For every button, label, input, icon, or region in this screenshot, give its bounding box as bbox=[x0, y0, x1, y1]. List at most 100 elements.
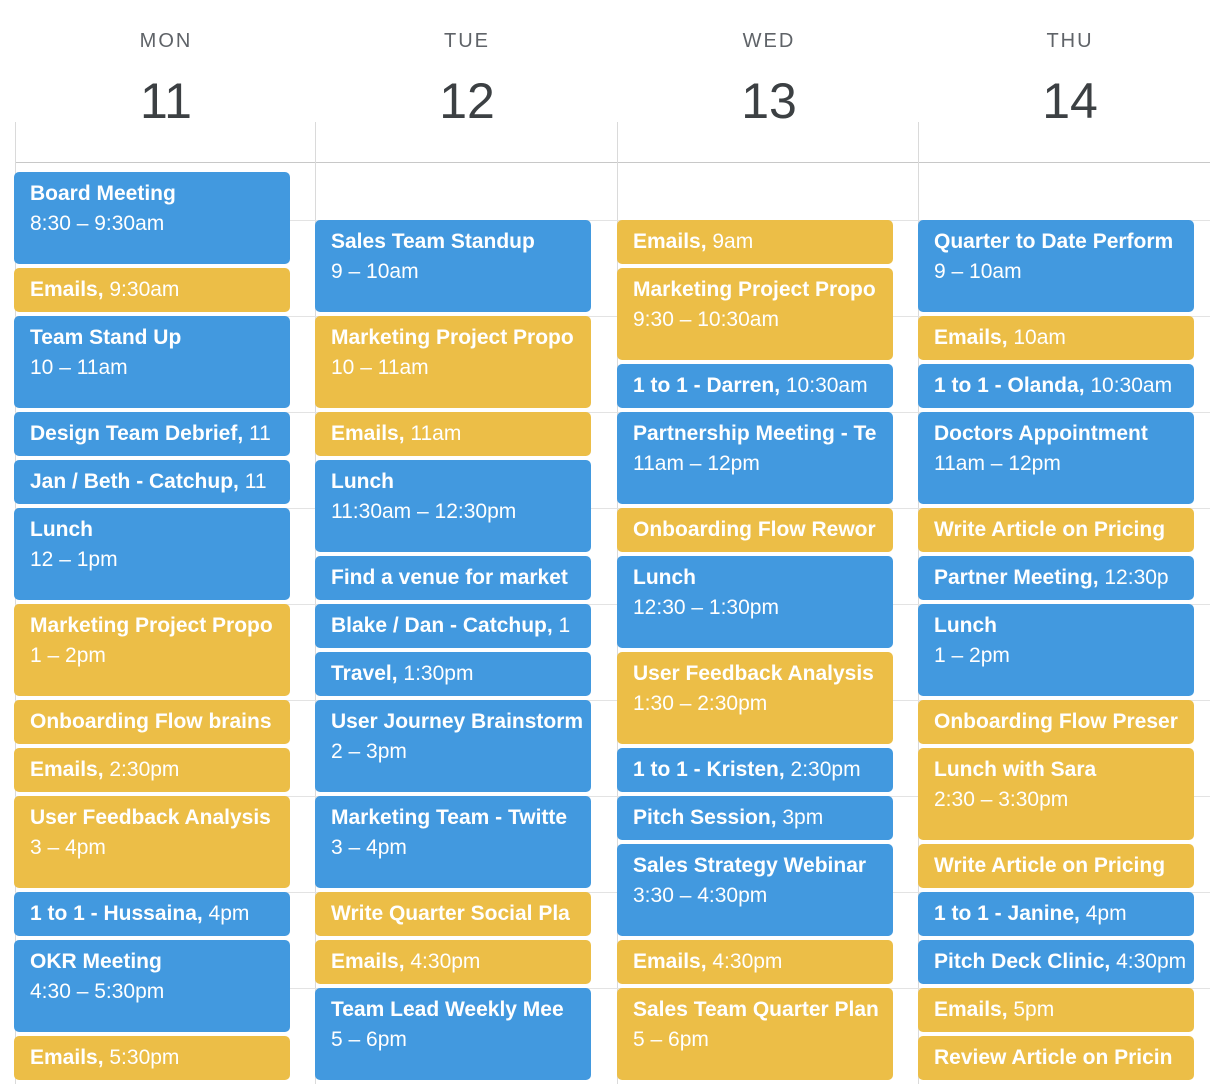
event-title: Emails, bbox=[633, 230, 707, 253]
event-block[interactable]: Doctors Appointment 11am – 12pm bbox=[918, 412, 1194, 504]
event-block[interactable]: Lunch with Sara 2:30 – 3:30pm bbox=[918, 748, 1194, 840]
event-title: Onboarding Flow Rewor bbox=[633, 518, 876, 541]
event-block[interactable]: Lunch 1 – 2pm bbox=[918, 604, 1194, 696]
event-time: 5:30pm bbox=[103, 1046, 180, 1069]
event-time: 4:30pm bbox=[1110, 950, 1187, 973]
event-title: Emails, bbox=[30, 1046, 104, 1069]
event-block[interactable]: User Feedback Analysis 1:30 – 2:30pm bbox=[617, 652, 893, 744]
day-column-thu[interactable]: Quarter to Date Perform 9 – 10am Emails, 1… bbox=[918, 0, 1194, 1084]
event-time: 11 bbox=[243, 422, 271, 445]
day-number[interactable]: 13 bbox=[741, 73, 797, 129]
event-title: Marketing Team - Twitte bbox=[331, 806, 568, 829]
event-title: Emails, bbox=[331, 422, 405, 445]
hour-line bbox=[15, 700, 1210, 701]
event-block[interactable]: Partnership Meeting - Te 11am – 12pm bbox=[617, 412, 893, 504]
event-block[interactable]: Blake / Dan - Catchup, 1 bbox=[315, 604, 591, 648]
event-block[interactable]: Partner Meeting, 12:30p bbox=[918, 556, 1194, 600]
hour-line bbox=[15, 604, 1210, 605]
event-time: 4:30pm bbox=[404, 950, 481, 973]
event-block[interactable]: Board Meeting 8:30 – 9:30am bbox=[14, 172, 290, 264]
event-block[interactable]: Lunch 12 – 1pm bbox=[14, 508, 290, 600]
event-block[interactable]: Sales Strategy Webinar 3:30 – 4:30pm bbox=[617, 844, 893, 936]
event-block[interactable]: User Journey Brainstorm 2 – 3pm bbox=[315, 700, 591, 792]
event-time: 8:30 – 9:30am bbox=[30, 212, 165, 235]
event-block[interactable]: 1 to 1 - Olanda, 10:30am bbox=[918, 364, 1194, 408]
event-title: Emails, bbox=[30, 278, 104, 301]
event-title: Marketing Project Propo bbox=[633, 278, 876, 301]
event-block[interactable]: Write Article on Pricing bbox=[918, 844, 1194, 888]
event-block[interactable]: Sales Team Standup 9 – 10am bbox=[315, 220, 591, 312]
event-title: Jan / Beth - Catchup, bbox=[30, 470, 239, 493]
event-block[interactable]: Emails, 10am bbox=[918, 316, 1194, 360]
event-block[interactable]: Onboarding Flow Rewor bbox=[617, 508, 893, 552]
event-title: Doctors Appointment bbox=[934, 422, 1148, 445]
event-title: Team Stand Up bbox=[30, 326, 182, 349]
day-header-tue[interactable]: TUE 12 bbox=[316, 0, 618, 162]
day-column-tue[interactable]: Sales Team Standup 9 – 10am Marketing Proj… bbox=[315, 0, 591, 1084]
event-block[interactable]: Emails, 2:30pm bbox=[14, 748, 290, 792]
event-block[interactable]: Pitch Session, 3pm bbox=[617, 796, 893, 840]
event-block[interactable]: User Feedback Analysis 3 – 4pm bbox=[14, 796, 290, 888]
event-block[interactable]: Emails, 11am bbox=[315, 412, 591, 456]
event-block[interactable]: Design Team Debrief, 11 bbox=[14, 412, 290, 456]
event-block[interactable]: Jan / Beth - Catchup, 11 bbox=[14, 460, 290, 504]
day-number[interactable]: 11 bbox=[140, 73, 192, 129]
event-time: 11am bbox=[404, 422, 462, 445]
event-title: Sales Team Standup bbox=[331, 230, 535, 253]
event-time: 2:30pm bbox=[784, 758, 861, 781]
event-title: Pitch Session, bbox=[633, 806, 777, 829]
day-header-wed[interactable]: WED 13 bbox=[618, 0, 920, 162]
event-time: 3 – 4pm bbox=[331, 836, 407, 859]
event-block[interactable]: Onboarding Flow Preser bbox=[918, 700, 1194, 744]
event-block[interactable]: Review Article on Pricin bbox=[918, 1036, 1194, 1080]
event-title: Partner Meeting, bbox=[934, 566, 1099, 589]
event-block[interactable]: Team Stand Up 10 – 11am bbox=[14, 316, 290, 408]
event-block[interactable]: 1 to 1 - Janine, 4pm bbox=[918, 892, 1194, 936]
event-block[interactable]: 1 to 1 - Darren, 10:30am bbox=[617, 364, 893, 408]
event-block[interactable]: Lunch 11:30am – 12:30pm bbox=[315, 460, 591, 552]
day-number[interactable]: 12 bbox=[439, 73, 495, 129]
event-block[interactable]: Write Quarter Social Pla bbox=[315, 892, 591, 936]
event-block[interactable]: Marketing Project Propo 1 – 2pm bbox=[14, 604, 290, 696]
event-block[interactable]: Emails, 4:30pm bbox=[315, 940, 591, 984]
event-block[interactable]: Emails, 5pm bbox=[918, 988, 1194, 1032]
event-block[interactable]: 1 to 1 - Kristen, 2:30pm bbox=[617, 748, 893, 792]
event-time: 10 – 11am bbox=[331, 356, 429, 379]
day-number[interactable]: 14 bbox=[1042, 73, 1098, 129]
event-time: 3 – 4pm bbox=[30, 836, 106, 859]
event-title: User Feedback Analysis bbox=[30, 806, 271, 829]
event-time: 9:30 – 10:30am bbox=[633, 308, 779, 331]
day-header-thu[interactable]: THU 14 bbox=[919, 0, 1210, 162]
day-column-mon[interactable]: Board Meeting 8:30 – 9:30am Emails, 9:30am… bbox=[14, 0, 290, 1084]
event-block[interactable]: 1 to 1 - Hussaina, 4pm bbox=[14, 892, 290, 936]
event-block[interactable]: Pitch Deck Clinic, 4:30pm bbox=[918, 940, 1194, 984]
event-block[interactable]: Marketing Project Propo 10 – 11am bbox=[315, 316, 591, 408]
day-header-mon[interactable]: MON 11 bbox=[15, 0, 317, 162]
event-block[interactable]: Find a venue for market bbox=[315, 556, 591, 600]
event-block[interactable]: Marketing Team - Twitte 3 – 4pm bbox=[315, 796, 591, 888]
event-time: 10am bbox=[1007, 326, 1066, 349]
calendar-header: MON 11 TUE 12 WED 13 THU 14 bbox=[0, 0, 1210, 162]
event-block[interactable]: Team Lead Weekly Mee 5 – 6pm bbox=[315, 988, 591, 1080]
event-block[interactable]: Onboarding Flow brains bbox=[14, 700, 290, 744]
day-column-wed[interactable]: Emails, 9am Marketing Project Propo 9:30 –… bbox=[617, 0, 893, 1084]
event-block[interactable]: Emails, 4:30pm bbox=[617, 940, 893, 984]
event-time: 9:30am bbox=[103, 278, 180, 301]
event-block[interactable]: Emails, 9:30am bbox=[14, 268, 290, 312]
event-block[interactable]: OKR Meeting 4:30 – 5:30pm bbox=[14, 940, 290, 1032]
event-block[interactable]: Lunch 12:30 – 1:30pm bbox=[617, 556, 893, 648]
day-of-week-label: MON bbox=[139, 30, 193, 52]
event-block[interactable]: Emails, 9am bbox=[617, 220, 893, 264]
event-block[interactable]: Emails, 5:30pm bbox=[14, 1036, 290, 1080]
event-title: 1 to 1 - Kristen, bbox=[633, 758, 785, 781]
event-time: 11am – 12pm bbox=[934, 452, 1061, 475]
hour-line bbox=[15, 508, 1210, 509]
event-block[interactable]: Quarter to Date Perform 9 – 10am bbox=[918, 220, 1194, 312]
event-time: 4:30 – 5:30pm bbox=[30, 980, 165, 1003]
event-title: Emails, bbox=[934, 326, 1008, 349]
event-block[interactable]: Write Article on Pricing bbox=[918, 508, 1194, 552]
event-block[interactable]: Travel, 1:30pm bbox=[315, 652, 591, 696]
event-block[interactable]: Sales Team Quarter Plan 5 – 6pm bbox=[617, 988, 893, 1080]
event-block[interactable]: Marketing Project Propo 9:30 – 10:30am bbox=[617, 268, 893, 360]
day-of-week-label: THU bbox=[1046, 30, 1094, 52]
